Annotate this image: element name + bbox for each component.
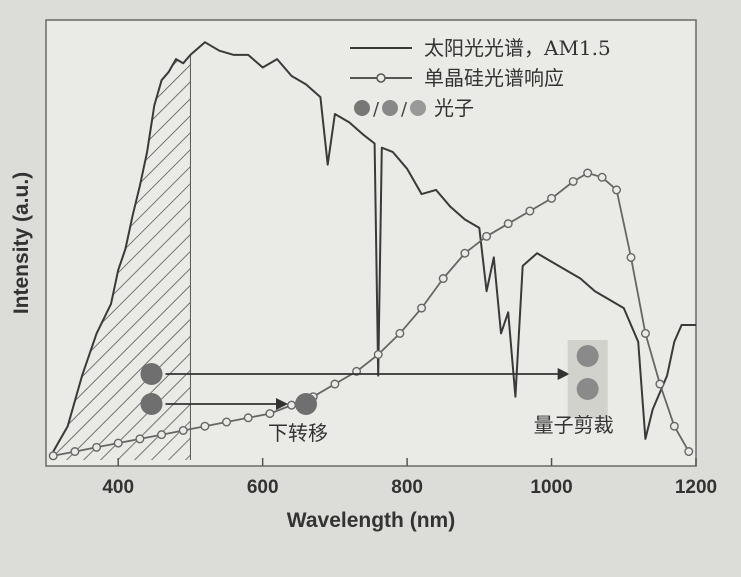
legend-photon-circle-2 — [382, 100, 398, 116]
photon-source-bottom — [140, 393, 163, 415]
arrowhead-quantum-cutting — [557, 368, 570, 380]
silicon-data-point — [460, 248, 470, 258]
silicon-data-point — [568, 176, 578, 186]
photon-quantum-top — [576, 345, 599, 367]
shaded-area-uv — [53, 54, 191, 460]
legend: 太阳光光谱，AM1.5 单晶硅光谱响应 / / 光子 — [350, 36, 611, 120]
x-axis: 400 600 800 1000 1200 — [102, 458, 717, 498]
legend-marker-silicon — [376, 73, 386, 83]
silicon-data-point — [48, 451, 58, 461]
legend-label-silicon: 单晶硅光谱响应 — [424, 66, 564, 90]
x-tick-label: 400 — [102, 477, 134, 498]
legend-photon-circle-1 — [354, 100, 370, 116]
silicon-data-point — [583, 168, 593, 178]
silicon-data-point — [669, 421, 679, 431]
silicon-data-point — [287, 400, 297, 410]
x-tick-label: 1200 — [675, 477, 717, 498]
silicon-data-point — [417, 303, 427, 313]
photon-down-conversion — [295, 393, 317, 415]
legend-label-solar: 太阳光光谱，AM1.5 — [424, 36, 611, 60]
silicon-data-point — [135, 434, 145, 444]
x-tick-label: 1000 — [530, 477, 572, 498]
x-axis-label: Wavelength (nm) — [287, 509, 455, 532]
silicon-data-point — [597, 172, 607, 182]
series-line-solar — [52, 41, 696, 453]
silicon-data-point — [243, 413, 253, 423]
silicon-data-point — [178, 425, 188, 435]
arrowhead-down-conversion — [276, 398, 288, 410]
legend-photon-icons: / / — [354, 99, 426, 120]
legend-photon-circle-3 — [410, 100, 426, 116]
silicon-data-point — [373, 350, 383, 360]
silicon-data-point — [265, 409, 275, 419]
annotation-quantum-cutting: 量子剪裁 — [534, 413, 614, 437]
silicon-data-point — [395, 328, 405, 338]
silicon-data-point — [503, 219, 513, 229]
silicon-data-point — [157, 430, 167, 440]
legend-photon-slash-1: / — [373, 99, 380, 120]
series-layer — [48, 41, 696, 461]
silicon-data-point — [547, 193, 557, 203]
silicon-data-point — [684, 447, 694, 457]
silicon-data-point — [612, 185, 622, 195]
annotation-down-conversion: 下转移 — [268, 421, 328, 445]
legend-photon-slash-2: / — [401, 99, 408, 120]
silicon-data-point — [438, 274, 448, 284]
silicon-data-point — [525, 206, 535, 216]
silicon-data-point — [222, 417, 232, 427]
silicon-data-point — [626, 252, 636, 262]
silicon-data-point — [640, 328, 650, 338]
silicon-data-point — [92, 442, 102, 452]
silicon-data-point — [330, 379, 340, 389]
silicon-data-point — [655, 379, 665, 389]
silicon-data-point — [200, 421, 210, 431]
shaded-region — [53, 54, 191, 460]
x-tick-label: 800 — [391, 477, 423, 498]
silicon-data-point — [113, 438, 123, 448]
x-tick-label: 600 — [247, 477, 279, 498]
photon-quantum-bottom — [576, 378, 599, 400]
annotation-layer: 下转移 量子剪裁 — [140, 340, 614, 445]
silicon-data-point — [482, 231, 492, 241]
silicon-data-point — [70, 447, 80, 457]
y-axis-label: Intensity (a.u.) — [10, 172, 33, 314]
legend-label-photon: 光子 — [434, 96, 474, 120]
photon-source-top — [140, 363, 163, 385]
